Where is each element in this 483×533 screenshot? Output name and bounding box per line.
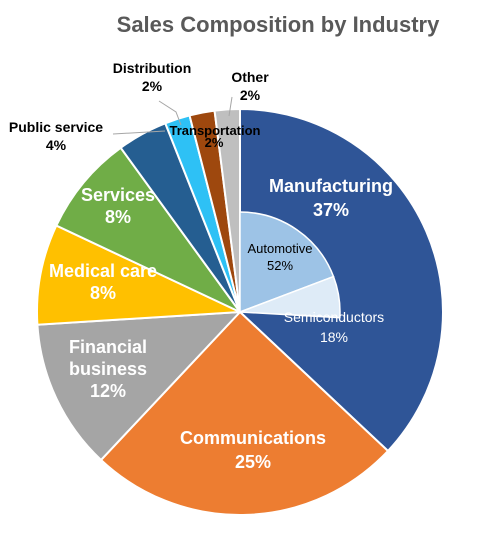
value-label-services: 8%: [105, 207, 131, 227]
label-financial-business-line-2: business: [69, 359, 147, 379]
value-label-semiconductors: 18%: [320, 329, 348, 345]
label-medical-care: Medical care: [49, 261, 157, 281]
label-transportation: Transportation: [169, 123, 260, 138]
value-label-communications: 25%: [235, 452, 271, 472]
label-financial-business-line-1: Financial: [69, 337, 147, 357]
leader-line-other: [228, 96, 233, 117]
leader-line-public-service: [112, 130, 166, 135]
value-label-transportation: 2%: [205, 135, 224, 150]
slice-financial-business: [36, 310, 243, 462]
sub-slice-semiconductors: [239, 275, 341, 319]
label-communications: Communications: [180, 428, 326, 448]
slice-other: [213, 107, 241, 313]
value-label-medical-care: 8%: [90, 283, 116, 303]
value-label-distribution: 2%: [142, 78, 163, 94]
label-semiconductors: Semiconductors: [284, 309, 384, 325]
value-label-manufacturing: 37%: [313, 200, 349, 220]
label-public-service: Public service: [9, 119, 103, 135]
label-automotive: Automotive: [247, 241, 312, 256]
leader-line-distribution: [158, 100, 182, 126]
slice-services: [54, 146, 241, 313]
slice-communications: [99, 310, 390, 516]
value-label-financial-business: 12%: [90, 381, 126, 401]
label-services: Services: [81, 185, 155, 205]
chart-title: Sales Composition by Industry: [117, 12, 440, 37]
label-manufacturing: Manufacturing: [269, 176, 393, 196]
value-label-automotive: 52%: [267, 258, 293, 273]
slice-medical-care: [36, 224, 241, 326]
slice-manufacturing: [239, 107, 444, 453]
label-distribution: Distribution: [113, 60, 192, 76]
sub-slice-automotive: [239, 211, 335, 314]
value-label-other: 2%: [240, 87, 261, 103]
value-label-public-service: 4%: [46, 137, 67, 153]
label-other: Other: [231, 69, 269, 85]
